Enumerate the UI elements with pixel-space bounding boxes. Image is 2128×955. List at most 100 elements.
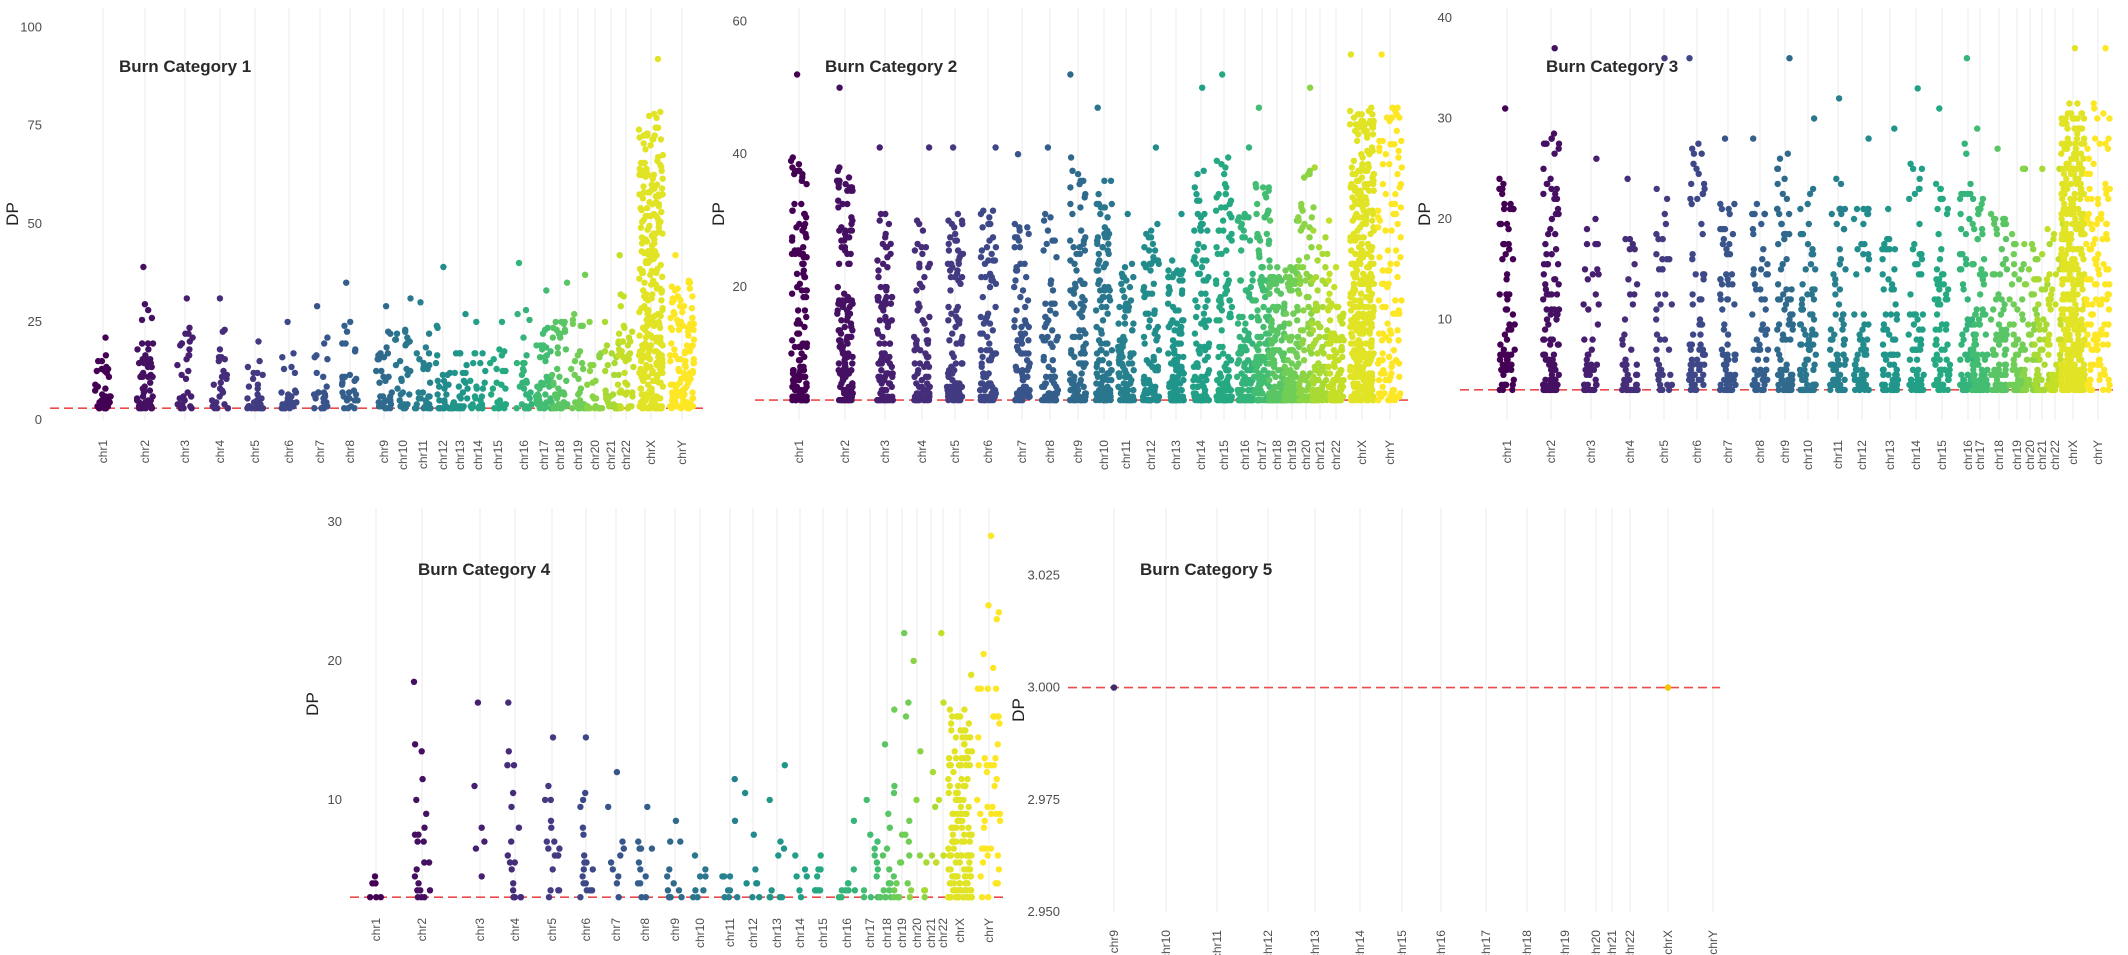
- data-point: [640, 140, 647, 147]
- data-point: [387, 401, 395, 408]
- data-point: [278, 389, 285, 396]
- data-point: [1541, 326, 1549, 333]
- data-point: [1805, 220, 1813, 228]
- data-point: [1750, 271, 1757, 278]
- data-point: [1199, 257, 1206, 264]
- data-point: [616, 252, 623, 259]
- data-point: [1295, 257, 1303, 264]
- data-point: [1396, 310, 1403, 317]
- data-point: [845, 174, 853, 181]
- data-point: [224, 405, 231, 412]
- data-point: [875, 273, 882, 281]
- data-point: [1180, 353, 1187, 361]
- x-tick-label: chr3: [878, 440, 892, 464]
- data-point: [441, 385, 448, 392]
- data-point: [176, 395, 183, 402]
- x-tick-label: chr11: [416, 440, 430, 469]
- data-point: [1395, 147, 1402, 155]
- data-point: [1218, 307, 1226, 314]
- data-point: [836, 227, 843, 234]
- data-point: [1296, 273, 1303, 281]
- data-point: [651, 248, 658, 255]
- data-point: [629, 393, 636, 400]
- data-point: [789, 367, 797, 374]
- data-point: [1326, 270, 1333, 277]
- data-point: [793, 270, 801, 277]
- data-point: [1282, 310, 1290, 317]
- data-point: [991, 386, 999, 394]
- data-point: [555, 391, 563, 398]
- data-point: [1155, 347, 1163, 354]
- data-point: [1581, 336, 1588, 343]
- data-point: [1295, 214, 1302, 221]
- data-point: [657, 161, 664, 169]
- data-point: [1327, 303, 1334, 311]
- data-point: [1659, 256, 1666, 263]
- data-point: [1804, 200, 1811, 208]
- data-point: [259, 371, 266, 379]
- data-point: [1049, 327, 1056, 334]
- data-point: [1799, 230, 1807, 238]
- data-point: [800, 224, 808, 231]
- data-point: [1763, 356, 1770, 363]
- data-point: [1326, 317, 1334, 324]
- data-point: [183, 295, 190, 302]
- data-point: [1496, 291, 1503, 298]
- data-point: [619, 338, 626, 345]
- data-point: [1262, 340, 1269, 347]
- data-point: [1358, 240, 1365, 248]
- data-point: [641, 279, 648, 286]
- x-tick-label: chr6: [981, 440, 995, 464]
- data-point: [402, 405, 409, 412]
- data-point: [1320, 350, 1327, 357]
- data-point: [1246, 337, 1253, 344]
- data-point: [1193, 360, 1201, 367]
- data-point: [519, 365, 527, 373]
- data-point: [1774, 281, 1782, 288]
- data-point: [800, 244, 807, 251]
- data-point: [1358, 111, 1365, 118]
- data-point: [874, 293, 881, 301]
- data-point: [880, 303, 887, 311]
- data-point: [185, 367, 192, 375]
- data-point: [1274, 264, 1281, 271]
- data-point: [1785, 210, 1793, 218]
- data-point: [689, 367, 696, 375]
- data-point: [885, 380, 893, 387]
- data-point: [1148, 227, 1155, 234]
- data-point: [550, 381, 557, 388]
- data-point: [1102, 260, 1110, 267]
- data-point: [670, 297, 677, 304]
- data-point: [1352, 270, 1360, 277]
- data-point: [376, 379, 383, 386]
- data-point: [341, 373, 349, 380]
- data-point: [1024, 297, 1032, 304]
- x-tick-label: chr10: [1097, 440, 1111, 470]
- data-point: [1395, 337, 1402, 344]
- data-point: [1379, 350, 1386, 357]
- data-point: [556, 373, 563, 380]
- data-point: [636, 275, 643, 282]
- data-point: [464, 385, 471, 392]
- data-point: [1234, 320, 1242, 327]
- data-point: [835, 260, 843, 267]
- data-point: [1753, 200, 1761, 208]
- data-point: [1731, 200, 1738, 208]
- x-tick-label: chr21: [604, 440, 618, 470]
- data-point: [884, 370, 891, 377]
- data-point: [1592, 291, 1600, 298]
- data-point: [320, 389, 328, 396]
- data-point: [836, 164, 843, 171]
- data-point: [1725, 205, 1732, 213]
- data-point: [1286, 390, 1293, 397]
- data-point: [622, 391, 629, 398]
- data-point: [1810, 296, 1818, 303]
- data-point: [254, 391, 261, 398]
- data-point: [1395, 154, 1402, 161]
- data-point: [1105, 250, 1112, 258]
- data-point: [1789, 326, 1796, 333]
- data-point: [1626, 246, 1634, 253]
- data-point: [889, 370, 896, 377]
- data-point: [1150, 280, 1158, 287]
- data-point: [1253, 184, 1260, 191]
